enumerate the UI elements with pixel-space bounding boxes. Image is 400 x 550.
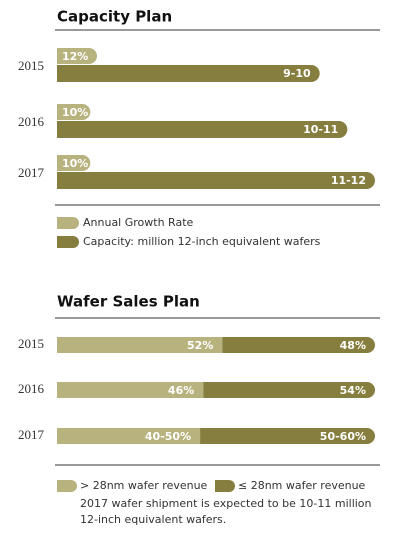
legend-label: > 28nm wafer revenue: [80, 479, 208, 492]
bar-segment: [57, 428, 201, 444]
value-label: 12%: [62, 50, 88, 63]
legend-label: Capacity: million 12-inch equivalent waf…: [83, 235, 321, 248]
category-label: 2016: [18, 381, 45, 396]
note: 2017 wafer shipment is expected to be 10…: [80, 497, 372, 526]
bar-segment: [203, 382, 375, 398]
legend-label: ≤ 28nm wafer revenue: [238, 479, 366, 492]
bar: [57, 172, 376, 189]
legend-swatch: [57, 217, 79, 229]
chart-title: Capacity Plan: [57, 8, 172, 26]
chart-title: Wafer Sales Plan: [57, 293, 200, 311]
category-label: 2017: [18, 165, 45, 180]
bar-segment: [200, 428, 375, 444]
category-label: 2016: [18, 114, 45, 129]
bar: [57, 65, 320, 82]
value-label: 11-12: [331, 174, 366, 187]
bar: [57, 155, 91, 171]
bar-segment: [57, 382, 204, 398]
legend-swatch: [57, 236, 79, 248]
bar-segment: [57, 337, 223, 353]
value-label: 52%: [187, 339, 213, 352]
value-label: 10%: [62, 157, 88, 170]
bar: [57, 48, 97, 64]
bar-segment: [222, 337, 375, 353]
category-label: 2015: [18, 336, 44, 351]
bar: [57, 121, 348, 138]
value-label: 46%: [168, 384, 194, 397]
legend-swatch: [57, 480, 77, 492]
legend-label: Annual Growth Rate: [83, 216, 194, 229]
bar: [57, 104, 91, 120]
value-label: 54%: [340, 384, 366, 397]
value-label: 40-50%: [145, 430, 191, 443]
value-label: 10-11: [303, 123, 338, 136]
value-label: 48%: [340, 339, 366, 352]
category-label: 2015: [18, 58, 44, 73]
category-label: 2017: [18, 427, 45, 442]
value-label: 50-60%: [320, 430, 366, 443]
legend-swatch: [215, 480, 235, 492]
value-label: 10%: [62, 106, 88, 119]
value-label: 9-10: [283, 67, 311, 80]
